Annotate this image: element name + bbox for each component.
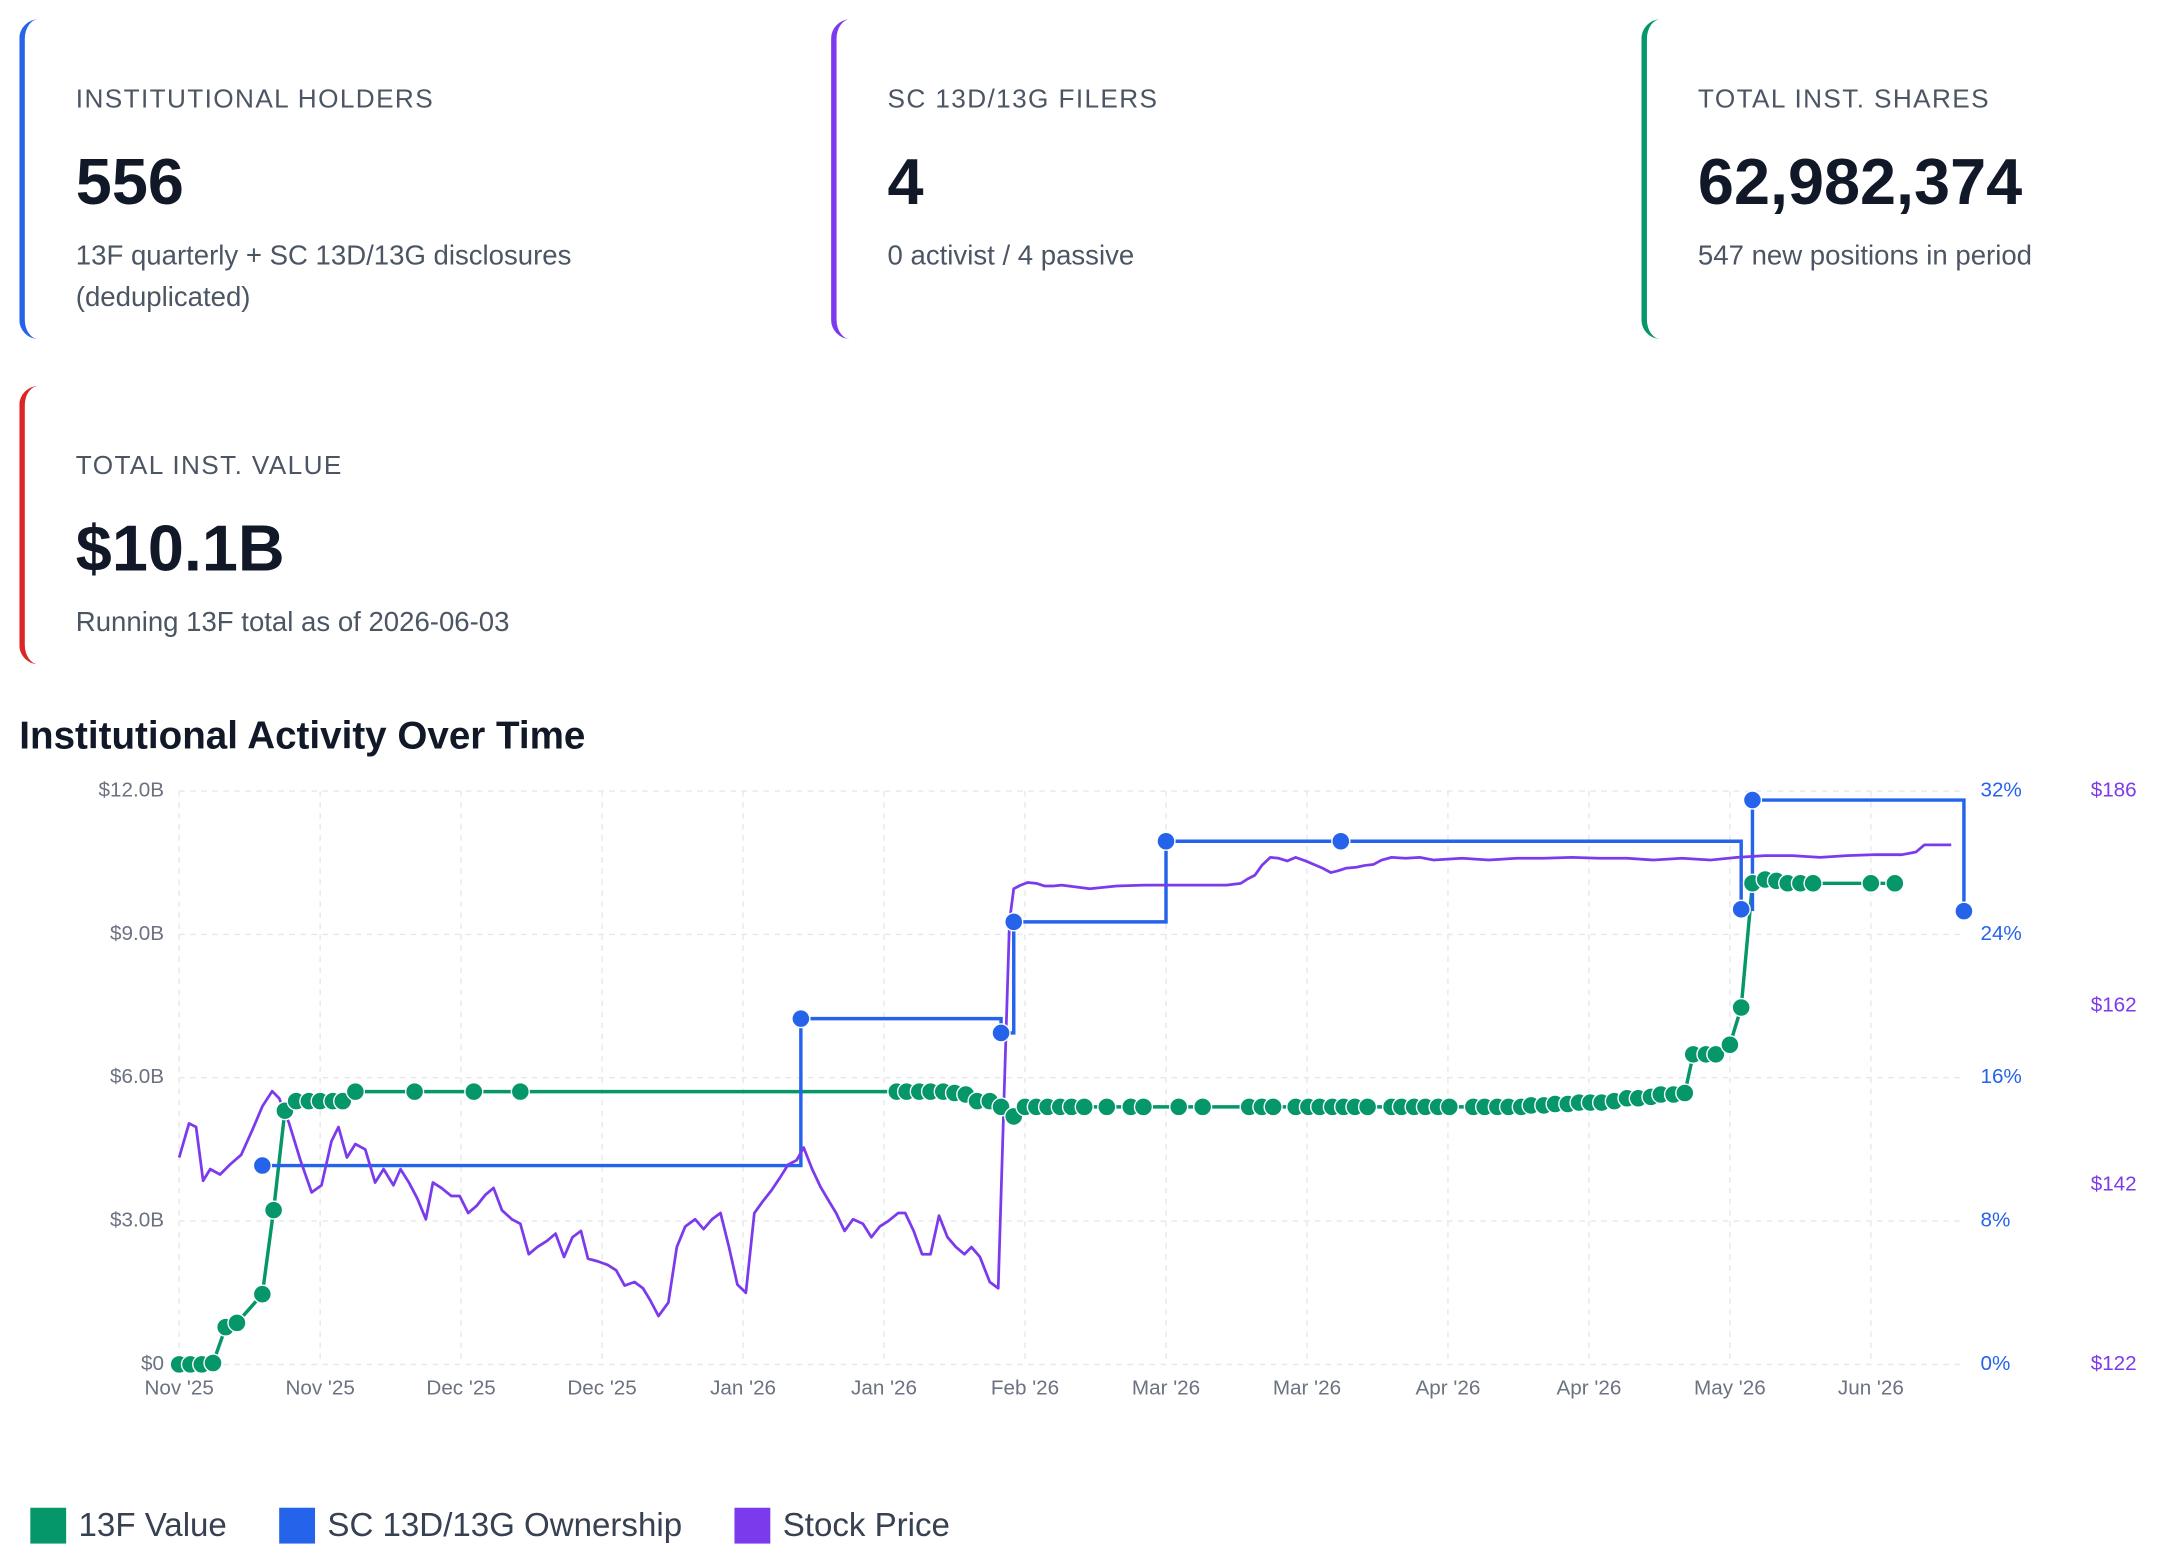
y2-tick-label: 8% — [1980, 1209, 2010, 1232]
point — [1720, 1035, 1740, 1055]
point — [464, 1081, 484, 1102]
point — [1439, 1097, 1460, 1117]
x-tick-label: Mar '26 — [1273, 1377, 1341, 1400]
y3-tick-label: $142 — [2091, 1173, 2137, 1196]
point — [252, 1284, 272, 1304]
card-value: 62,982,374 — [1697, 144, 2023, 218]
card-value: 556 — [75, 144, 184, 218]
legend-label: Stock Price — [783, 1507, 950, 1544]
series-line — [179, 877, 1895, 1367]
point — [1004, 912, 1024, 932]
point — [1074, 1097, 1094, 1117]
point — [1357, 1097, 1378, 1117]
point — [1885, 873, 1905, 893]
card-label: INSTITUTIONAL HOLDERS — [75, 85, 435, 115]
point — [1706, 1044, 1726, 1064]
y2-tick-label: 16% — [1980, 1065, 2021, 1088]
point — [1263, 1097, 1283, 1117]
card-value: 4 — [887, 144, 924, 218]
point — [345, 1081, 366, 1102]
point — [1742, 790, 1763, 810]
step-segment — [1340, 839, 1743, 910]
point — [1133, 1097, 1154, 1117]
x-tick-label: Nov '25 — [285, 1377, 354, 1400]
point — [333, 1091, 353, 1111]
y3-tick-label: $162 — [2091, 994, 2137, 1017]
x-tick-label: Dec '25 — [567, 1377, 636, 1400]
stat-card: TOTAL INST. SHARES 62,982,374 547 new posi… — [1641, 19, 2151, 340]
x-tick-label: May '26 — [1694, 1377, 1766, 1400]
y-tick-label: $6.0B — [110, 1065, 164, 1088]
card-label: TOTAL INST. VALUE — [75, 452, 343, 481]
x-tick-label: Nov '25 — [144, 1377, 213, 1400]
point — [1169, 1097, 1189, 1117]
legend-swatch — [279, 1507, 316, 1544]
step-segment — [1013, 841, 1168, 924]
point — [510, 1081, 530, 1102]
stat-card: SC 13D/13G FILERS 4 0 activist / 4 passive — [831, 19, 1623, 340]
legend-swatch — [30, 1507, 67, 1544]
point — [791, 1008, 811, 1029]
point — [1097, 1097, 1117, 1117]
point — [1731, 997, 1751, 1018]
x-tick-label: Jan '26 — [710, 1377, 776, 1400]
stat-card: INSTITUTIONAL HOLDERS 556 13F quarterly + … — [19, 19, 811, 340]
y3-tick-label: $122 — [2091, 1352, 2137, 1375]
point — [203, 1353, 223, 1373]
point — [991, 1097, 1011, 1117]
card-note: Running 13F total as of 2026-06-03 — [75, 607, 510, 639]
y3-tick-label: $186 — [2091, 779, 2137, 802]
step-segment — [800, 1016, 1003, 1033]
point — [404, 1081, 425, 1102]
x-tick-label: Apr '26 — [1416, 1377, 1481, 1400]
y2-tick-label: 0% — [1980, 1352, 2010, 1375]
card-label: TOTAL INST. SHARES — [1697, 85, 1990, 115]
y-tick-label: $3.0B — [110, 1209, 164, 1232]
x-tick-label: Dec '25 — [426, 1377, 495, 1400]
card-note: 13F quarterly + SC 13D/13G disclosures (… — [75, 241, 572, 313]
y-tick-label: $12.0B — [99, 779, 164, 802]
x-tick-label: Apr '26 — [1557, 1377, 1622, 1400]
x-tick-label: Jun '26 — [1838, 1377, 1904, 1400]
step-segment — [262, 1018, 803, 1168]
point — [252, 1155, 272, 1176]
chart-title: Institutional Activity Over Time — [19, 713, 586, 757]
x-tick-label: Feb '26 — [991, 1377, 1059, 1400]
legend-label: SC 13D/13G Ownership — [327, 1507, 682, 1544]
point — [1731, 899, 1751, 919]
point — [1331, 831, 1351, 851]
point — [1193, 1097, 1213, 1117]
point — [227, 1313, 247, 1333]
y-tick-label: $0 — [141, 1352, 164, 1375]
y2-tick-label: 32% — [1980, 779, 2021, 802]
point — [1156, 831, 1176, 851]
x-tick-label: Jan '26 — [851, 1377, 917, 1400]
step-segment — [1752, 798, 1966, 912]
point — [1954, 901, 1974, 921]
series-line — [177, 843, 1952, 1318]
point — [1803, 873, 1823, 893]
legend-label: 13F Value — [79, 1507, 227, 1544]
stat-card: TOTAL INST. VALUE $10.1B Running 13F total… — [19, 385, 811, 665]
card-note: 0 activist / 4 passive — [887, 241, 1135, 272]
y2-tick-label: 24% — [1980, 922, 2021, 945]
card-label: SC 13D/13G FILERS — [887, 85, 1159, 115]
y-tick-label: $9.0B — [110, 922, 164, 945]
card-note: 547 new positions in period — [1697, 241, 2032, 272]
point — [263, 1200, 284, 1220]
card-value: $10.1B — [75, 511, 285, 585]
point — [1861, 873, 1881, 893]
point — [1675, 1083, 1695, 1103]
x-tick-label: Mar '26 — [1132, 1377, 1200, 1400]
point — [991, 1023, 1011, 1043]
legend-swatch — [734, 1507, 771, 1544]
